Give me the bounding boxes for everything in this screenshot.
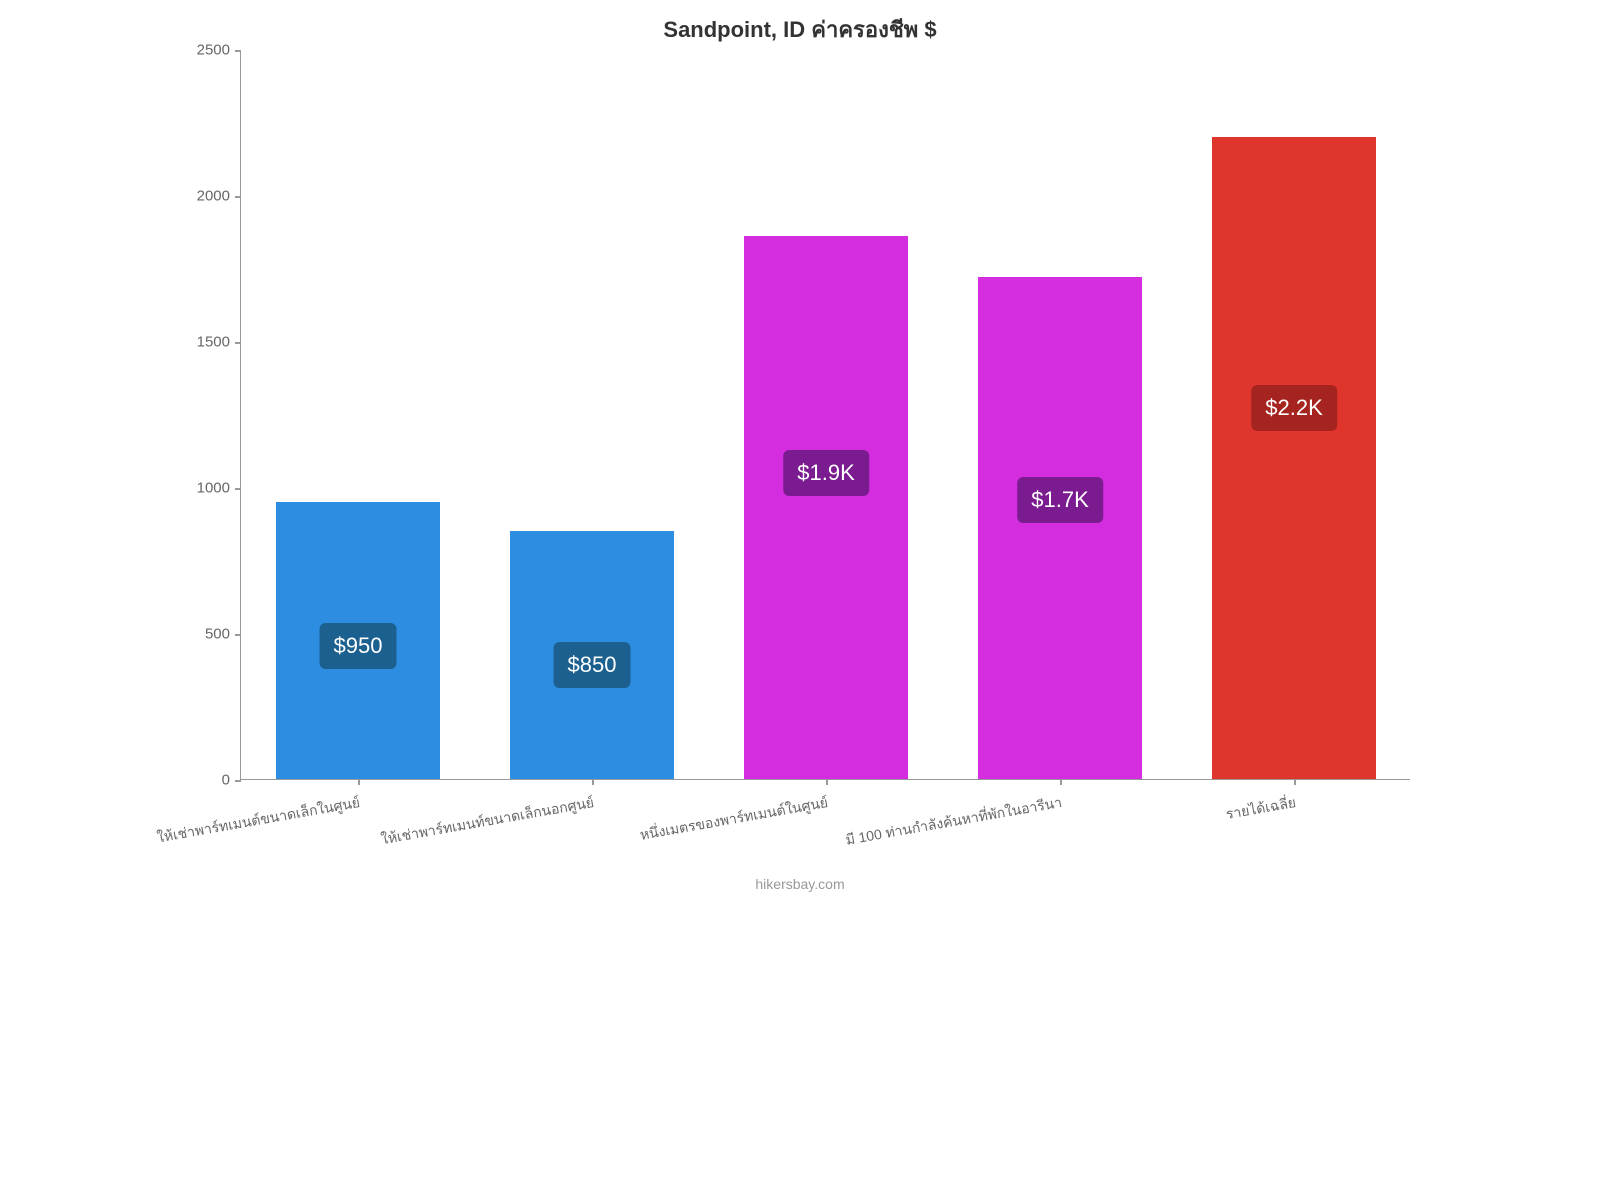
x-axis-tick-mark xyxy=(826,779,828,785)
y-axis-tick-mark xyxy=(235,196,241,198)
cost-of-living-chart: Sandpoint, ID ค่าครองชีพ $ 0500100015002… xyxy=(160,0,1440,900)
bar-value-badge: $1.7K xyxy=(1017,477,1103,523)
y-axis-tick-mark xyxy=(235,780,241,782)
x-axis-tick-mark xyxy=(592,779,594,785)
y-axis-tick-label: 2000 xyxy=(170,188,230,205)
bar-value-badge: $2.2K xyxy=(1251,385,1337,431)
y-axis-tick-label: 500 xyxy=(170,626,230,643)
bar-value-badge: $950 xyxy=(320,623,397,669)
y-axis-tick-label: 1000 xyxy=(170,480,230,497)
plot-area: 05001000150020002500$950ให้เช่าพาร์ทเมนต… xyxy=(240,50,1410,780)
x-axis-tick-label: หนึ่งเมตรของพาร์ทเมนต์ในศูนย์ xyxy=(638,792,830,847)
y-axis-tick-mark xyxy=(235,488,241,490)
y-axis-tick-mark xyxy=(235,342,241,344)
x-axis-tick-label: มี 100 ท่านกำลังค้นหาที่พักในอารีนา xyxy=(844,792,1064,852)
chart-footer: hikersbay.com xyxy=(160,876,1440,892)
bar xyxy=(744,236,908,779)
y-axis-tick-mark xyxy=(235,50,241,52)
x-axis-tick-mark xyxy=(1294,779,1296,785)
x-axis-tick-mark xyxy=(358,779,360,785)
x-axis-tick-label: ให้เช่าพาร์ทเมนท์ขนาดเล็กนอกศูนย์ xyxy=(379,792,595,851)
x-axis-tick-label: รายได้เฉลี่ย xyxy=(1224,792,1298,826)
bar xyxy=(1212,137,1376,779)
bar-value-badge: $1.9K xyxy=(783,450,869,496)
y-axis-tick-label: 2500 xyxy=(170,42,230,59)
chart-title: Sandpoint, ID ค่าครองชีพ $ xyxy=(160,0,1440,47)
y-axis-tick-label: 0 xyxy=(170,772,230,789)
bar-value-badge: $850 xyxy=(554,642,631,688)
y-axis-tick-label: 1500 xyxy=(170,334,230,351)
bar xyxy=(978,277,1142,779)
x-axis-tick-mark xyxy=(1060,779,1062,785)
y-axis-tick-mark xyxy=(235,634,241,636)
x-axis-tick-label: ให้เช่าพาร์ทเมนต์ขนาดเล็กในศูนย์ xyxy=(155,792,361,849)
